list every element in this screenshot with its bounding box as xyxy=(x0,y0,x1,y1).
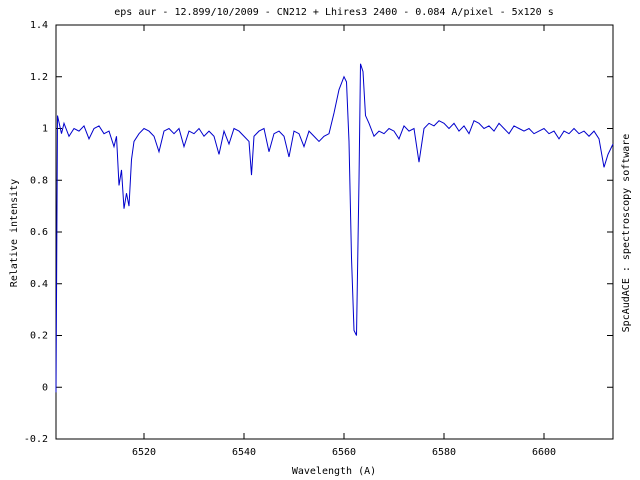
y-tick-label: 1.2 xyxy=(30,72,48,83)
spectrum-line xyxy=(55,63,614,393)
y-tick-label: 0.6 xyxy=(30,227,48,238)
y-tick-label: 1 xyxy=(42,124,48,135)
x-tick-label: 6540 xyxy=(232,447,256,458)
y-tick-label: 0.8 xyxy=(30,175,48,186)
x-tick-label: 6520 xyxy=(132,447,156,458)
y-tick-label: 0.4 xyxy=(30,279,48,290)
x-tick-label: 6600 xyxy=(532,447,556,458)
y-axis-label: Relative intensity xyxy=(9,179,20,287)
x-tick-label: 6580 xyxy=(432,447,456,458)
chart-title: eps aur - 12.899/10/2009 - CN212 + Lhire… xyxy=(114,7,554,18)
y-tick-label: -0.2 xyxy=(24,434,48,445)
y-tick-label: 0.2 xyxy=(30,331,48,342)
y-tick-label: 0 xyxy=(42,382,48,393)
x-tick-label: 6560 xyxy=(332,447,356,458)
y-tick-label: 1.4 xyxy=(30,20,48,31)
side-note: SpcAudACE : spectroscopy software xyxy=(621,134,632,333)
x-axis-label: Wavelength (A) xyxy=(292,466,376,477)
